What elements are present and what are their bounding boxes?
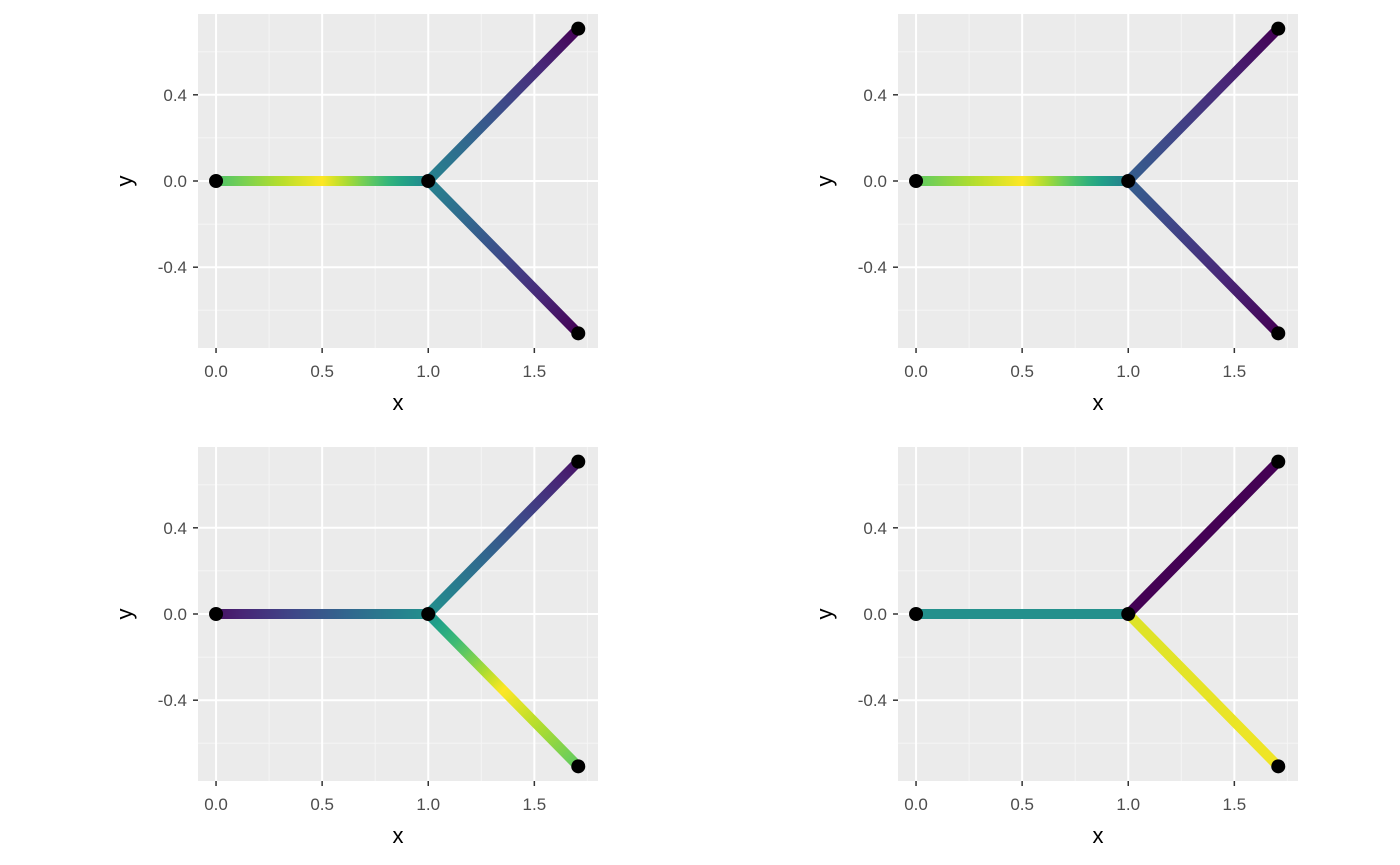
graph-node-point <box>909 174 924 188</box>
x-tick-label: 1.0 <box>1116 795 1140 814</box>
y-tick-label: 0.4 <box>863 86 887 105</box>
x-tick-label: 0.0 <box>204 362 228 381</box>
y-tick-label: 0.4 <box>163 86 187 105</box>
y-axis-title: y <box>812 176 837 187</box>
y-tick-label: -0.4 <box>858 691 887 710</box>
panel-top-right: 0.0 0.5 1.0 1.5 -0.4 0.0 0.4 x y <box>812 14 1298 415</box>
x-tick-label: 0.5 <box>310 795 334 814</box>
graph-node-point <box>1271 454 1286 469</box>
y-tick-label: 0.0 <box>163 605 187 624</box>
graph-node-point <box>1121 607 1136 621</box>
x-axis-title: x <box>1093 390 1104 415</box>
x-tick-label: 0.5 <box>310 362 334 381</box>
x-tick-label: 1.5 <box>523 795 547 814</box>
x-tick-label: 1.0 <box>1116 362 1140 381</box>
y-tick-label: 0.0 <box>863 172 887 191</box>
graph-node-point <box>1271 21 1286 36</box>
x-tick-label: 1.0 <box>416 795 440 814</box>
x-tick-label: 0.5 <box>1010 795 1034 814</box>
graph-node-point <box>909 607 924 621</box>
graph-node-point <box>1271 326 1286 341</box>
panel-bottom-right: 0.0 0.5 1.0 1.5 -0.4 0.0 0.4 x y <box>812 447 1298 848</box>
x-tick-label: 0.5 <box>1010 362 1034 381</box>
graph-edge <box>1124 25 1282 185</box>
y-axis-title: y <box>812 609 837 620</box>
y-tick-label: -0.4 <box>858 258 887 277</box>
graph-edge <box>1124 610 1282 770</box>
graph-edge <box>1124 177 1282 337</box>
x-tick-label: 1.5 <box>1223 795 1247 814</box>
panel-top-left: 0.0 0.5 1.0 1.5 -0.4 0.0 0.4 x y <box>112 14 598 415</box>
graph-edge <box>424 25 582 185</box>
graph-node-point <box>209 607 224 621</box>
graph-node-point <box>421 174 436 188</box>
graph-node-point <box>571 326 586 341</box>
graph-edge <box>424 458 582 618</box>
graph-node-point <box>571 759 586 774</box>
y-tick-label: 0.4 <box>863 519 887 538</box>
y-tick-label: -0.4 <box>158 691 187 710</box>
x-axis-title: x <box>1093 823 1104 848</box>
graph-node-point <box>1121 174 1136 188</box>
y-axis-title: y <box>112 176 137 187</box>
x-tick-label: 1.0 <box>416 362 440 381</box>
x-axis-title: x <box>393 390 404 415</box>
y-tick-label: 0.4 <box>163 519 187 538</box>
x-tick-label: 1.5 <box>523 362 547 381</box>
x-tick-label: 0.0 <box>904 795 928 814</box>
graph-node-point <box>1271 759 1286 774</box>
y-tick-label: 0.0 <box>163 172 187 191</box>
y-tick-label: -0.4 <box>158 258 187 277</box>
panel-bottom-left: 0.0 0.5 1.0 1.5 -0.4 0.0 0.4 x y <box>112 447 598 848</box>
x-tick-label: 0.0 <box>204 795 228 814</box>
graph-edge <box>1124 458 1282 618</box>
graph-node-point <box>571 454 586 469</box>
graph-node-point <box>209 174 224 188</box>
graph-node-point <box>571 21 586 36</box>
y-axis-title: y <box>112 609 137 620</box>
x-tick-label: 0.0 <box>904 362 928 381</box>
graph-edge <box>424 610 582 770</box>
x-tick-label: 1.5 <box>1223 362 1247 381</box>
graph-node-point <box>421 607 436 621</box>
x-axis-title: x <box>393 823 404 848</box>
y-tick-label: 0.0 <box>863 605 887 624</box>
graph-edge <box>424 177 582 337</box>
